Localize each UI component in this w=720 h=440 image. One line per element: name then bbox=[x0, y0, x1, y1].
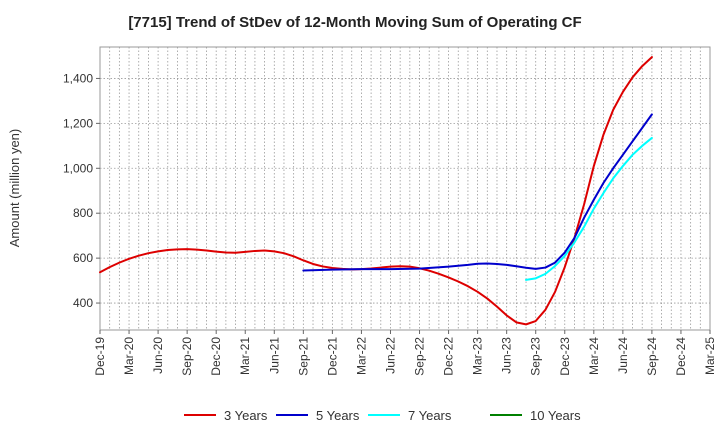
x-tick-label: Mar-24 bbox=[587, 337, 601, 375]
x-tick-label: Mar-25 bbox=[703, 337, 717, 375]
y-tick-label: 1,200 bbox=[63, 116, 93, 130]
legend-item: 3 Years bbox=[184, 408, 268, 423]
series-line-3-years bbox=[99, 56, 653, 326]
x-tick-label: Jun-24 bbox=[616, 337, 630, 374]
x-tick-label: Jun-23 bbox=[500, 337, 514, 374]
legend-item: 5 Years bbox=[276, 408, 360, 423]
legend-label: 7 Years bbox=[408, 408, 452, 423]
plot-area bbox=[99, 46, 711, 331]
x-tick-label: Dec-22 bbox=[442, 337, 456, 376]
x-axis-ticks: Dec-19 Mar-20 Jun-20 Sep-20 Dec-20 Mar-21 Jun-… bbox=[93, 330, 717, 376]
y-tick-label: 600 bbox=[73, 251, 93, 265]
x-tick-label: Sep-21 bbox=[296, 337, 310, 376]
x-tick-label: Jun-21 bbox=[267, 337, 281, 374]
x-tick-label: Dec-19 bbox=[93, 337, 107, 376]
x-tick-label: Jun-20 bbox=[151, 337, 165, 374]
y-axis-ticks: 400 600 800 1,000 1,200 1,400 bbox=[63, 71, 100, 310]
x-tick-label: Mar-22 bbox=[354, 337, 368, 375]
grid bbox=[99, 47, 711, 330]
x-tick-label: Dec-24 bbox=[674, 337, 688, 376]
y-tick-label: 800 bbox=[73, 206, 93, 220]
y-tick-label: 1,400 bbox=[63, 71, 93, 85]
series-line-5-years bbox=[302, 113, 653, 272]
legend-label: 3 Years bbox=[224, 408, 268, 423]
legend-label: 10 Years bbox=[530, 408, 581, 423]
x-tick-label: Sep-22 bbox=[413, 337, 427, 376]
legend-item: 7 Years bbox=[368, 408, 452, 423]
x-tick-label: Mar-21 bbox=[238, 337, 252, 375]
chart-title: [7715] Trend of StDev of 12-Month Moving… bbox=[128, 14, 581, 31]
x-tick-label: Jun-22 bbox=[383, 337, 397, 374]
series-layer bbox=[99, 56, 653, 326]
x-tick-label: Dec-21 bbox=[325, 337, 339, 376]
x-tick-label: Mar-23 bbox=[471, 337, 485, 375]
y-axis-label: Amount (million yen) bbox=[7, 129, 22, 248]
legend-item: 10 Years bbox=[490, 408, 581, 423]
series-line-7-years bbox=[525, 136, 653, 281]
x-tick-label: Sep-23 bbox=[529, 337, 543, 376]
x-tick-label: Mar-20 bbox=[122, 337, 136, 375]
legend: 3 Years 5 Years 7 Years 10 Years bbox=[184, 408, 581, 423]
y-tick-label: 400 bbox=[73, 296, 93, 310]
x-tick-label: Dec-23 bbox=[558, 337, 572, 376]
y-tick-label: 1,000 bbox=[63, 161, 93, 175]
x-tick-label: Dec-20 bbox=[209, 337, 223, 376]
legend-label: 5 Years bbox=[316, 408, 360, 423]
x-tick-label: Sep-24 bbox=[645, 337, 659, 376]
x-tick-label: Sep-20 bbox=[180, 337, 194, 376]
